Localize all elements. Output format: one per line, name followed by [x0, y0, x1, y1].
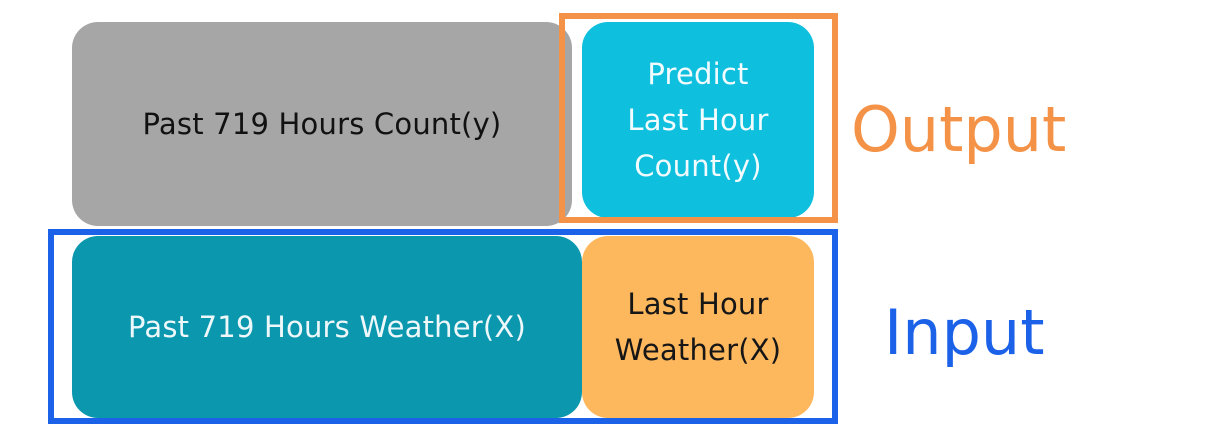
- past-weather-line: Past 719 Hours Weather(X): [127, 310, 526, 344]
- predict-count-line-3: Count(y): [634, 149, 762, 183]
- predict-count-line-2: Last Hour: [627, 103, 769, 137]
- predict-count-text: Predict Last Hour Count(y): [627, 51, 768, 189]
- past-count-text: Past 719 Hours Count(y): [143, 101, 502, 147]
- output-label: Output: [851, 93, 1067, 166]
- past-weather-block: Past 719 Hours Weather(X): [72, 236, 582, 418]
- past-count-block: Past 719 Hours Count(y): [72, 22, 572, 226]
- last-weather-line-1: Last Hour: [627, 287, 769, 321]
- predict-count-line-1: Predict: [647, 57, 749, 91]
- input-label: Input: [884, 296, 1045, 369]
- predict-count-block: Predict Last Hour Count(y): [582, 22, 814, 218]
- input-frame: [48, 229, 838, 424]
- last-weather-text: Last Hour Weather(X): [615, 281, 782, 373]
- last-weather-line-2: Weather(X): [614, 333, 782, 367]
- past-count-line: Past 719 Hours Count(y): [142, 107, 502, 141]
- last-weather-block: Last Hour Weather(X): [582, 236, 814, 418]
- past-weather-text: Past 719 Hours Weather(X): [128, 304, 526, 350]
- output-frame: [559, 13, 838, 223]
